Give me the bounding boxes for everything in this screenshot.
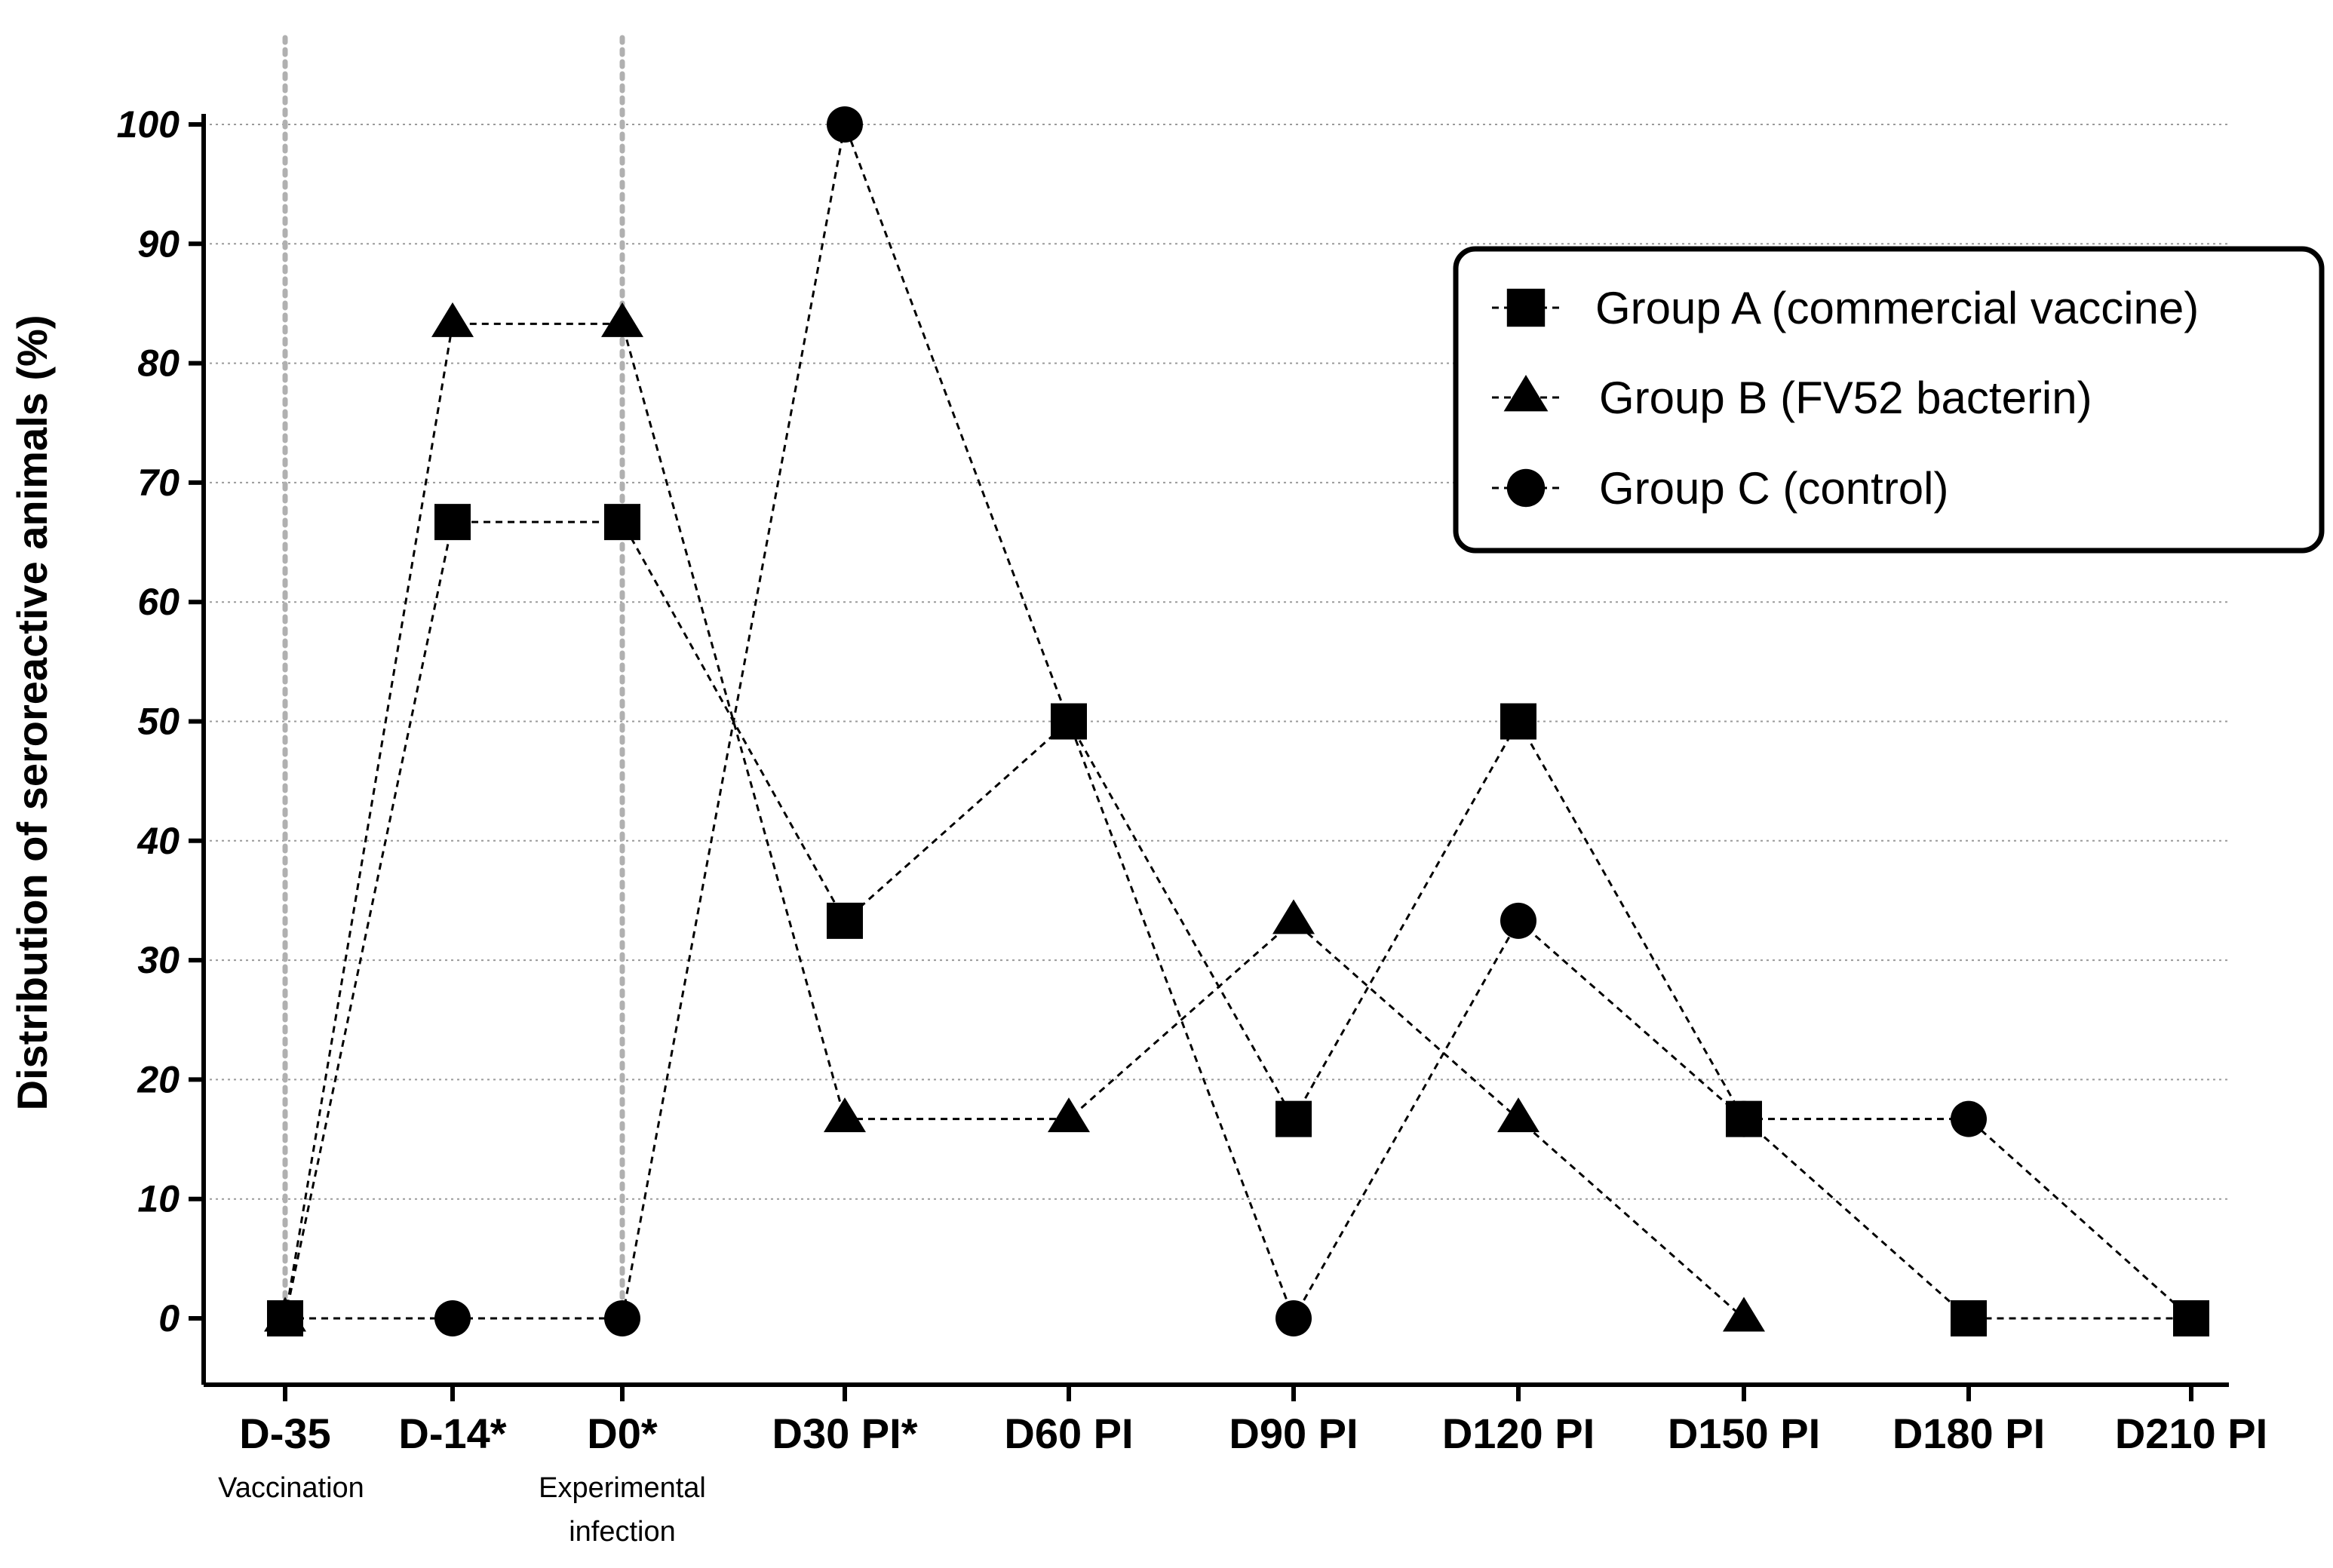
xtick-label-6: D120 PI	[1442, 1410, 1595, 1457]
point-square-8	[1951, 1300, 1987, 1336]
ytick-label-40: 40	[137, 820, 180, 862]
y-axis-label: Distribution of seroreactive animals (%)	[8, 315, 56, 1111]
point-square-5	[1275, 1100, 1312, 1137]
point-triangle-4	[1048, 1097, 1090, 1133]
point-square-7	[1726, 1100, 1762, 1137]
point-square-1	[434, 504, 471, 541]
ytick-label-70: 70	[137, 462, 180, 504]
ytick-label-10: 10	[137, 1178, 180, 1220]
ytick-label-30: 30	[137, 939, 180, 981]
legend-marker-circle	[1506, 468, 1546, 508]
point-square-9	[2173, 1300, 2209, 1336]
event-label-1-1: infection	[569, 1516, 676, 1548]
event-label-0-0: Vaccination	[218, 1472, 364, 1504]
point-circle-5	[1275, 1300, 1312, 1336]
point-square-3	[827, 902, 863, 939]
ytick-label-100: 100	[117, 103, 180, 146]
point-circle-8	[1951, 1100, 1987, 1137]
xtick-label-8: D180 PI	[1892, 1410, 2045, 1457]
axes: 0 10 20 30 40 50 60 70 80 90 100 D-35 D-14* D0* D30 PI…	[117, 103, 2268, 1457]
legend: Group A (commercial vaccine) Group B (FV5…	[1453, 246, 2325, 554]
event-label-1-0: Experimental	[539, 1472, 706, 1504]
ytick-label-0: 0	[158, 1297, 180, 1339]
ytick-label-20: 20	[137, 1058, 180, 1100]
point-square-0	[267, 1300, 303, 1336]
xtick-label-7: D150 PI	[1668, 1410, 1820, 1457]
ytick-label-60: 60	[137, 581, 180, 623]
point-square-4	[1051, 703, 1087, 740]
legend-label-1: Group B (FV52 bacterin)	[1599, 373, 2092, 423]
point-triangle-2	[601, 302, 643, 337]
point-triangle-6	[1497, 1097, 1539, 1133]
point-triangle-3	[824, 1097, 866, 1133]
xtick-label-0: D-35	[239, 1410, 330, 1457]
event-markers: Vaccination Experimental infection	[218, 35, 706, 1548]
point-triangle-1	[431, 302, 474, 337]
point-square-2	[604, 504, 640, 541]
series-line-triangle	[284, 322, 1745, 1320]
legend-label-2: Group C (control)	[1599, 463, 1948, 514]
xtick-label-5: D90 PI	[1229, 1410, 1358, 1457]
data-series	[264, 106, 2209, 1336]
legend-marker-triangle	[1503, 375, 1549, 412]
point-triangle-5	[1272, 899, 1315, 934]
series-line-circle	[285, 120, 2193, 1321]
xtick-label-2: D0*	[587, 1410, 658, 1457]
legend-marker-square	[1506, 288, 1546, 327]
xtick-label-9: D210 PI	[2115, 1410, 2267, 1457]
legend-box	[1453, 246, 2325, 554]
ytick-label-90: 90	[137, 222, 180, 265]
point-circle-1	[434, 1300, 471, 1336]
xtick-label-4: D60 PI	[1004, 1410, 1133, 1457]
point-triangle-7	[1723, 1296, 1765, 1332]
series-line-square	[284, 520, 2191, 1320]
point-square-6	[1500, 703, 1536, 740]
ytick-label-50: 50	[137, 701, 180, 743]
xtick-label-1: D-14*	[398, 1410, 506, 1457]
point-circle-6	[1500, 902, 1536, 939]
ytick-label-80: 80	[137, 342, 180, 385]
point-circle-3	[827, 106, 863, 143]
legend-label-0: Group A (commercial vaccine)	[1595, 283, 2199, 333]
point-circle-2	[604, 1300, 640, 1336]
xtick-label-3: D30 PI*	[772, 1410, 918, 1457]
